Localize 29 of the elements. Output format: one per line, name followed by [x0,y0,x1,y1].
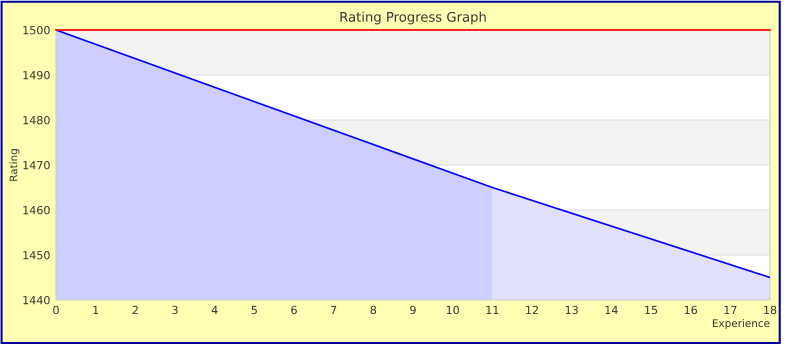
y-axis-title: Rating [9,149,20,181]
x-tick-label: 0 [53,306,59,314]
x-tick-label: 4 [212,306,218,314]
x-tick-label: 17 [724,306,736,314]
x-tick-label: 12 [526,306,538,314]
y-tick-label: 1440 [23,296,50,304]
x-tick-label: 11 [486,306,498,314]
y-tick-label: 1470 [23,160,50,170]
x-axis-title: Experience [712,319,770,330]
x-tick-label: 18 [764,306,776,314]
x-tick-label: 3 [172,306,178,314]
x-tick-label: 5 [252,306,257,314]
y-tick-label: 1460 [23,206,50,214]
x-tick-label: 8 [370,306,376,314]
x-tick-label: 16 [684,306,698,314]
y-tick-label: 1490 [23,70,50,80]
y-tick-label: 1450 [23,250,50,260]
x-tick-label: 2 [132,306,138,314]
x-tick-label: 10 [446,306,459,314]
y-tick-label: 1480 [23,116,50,124]
x-tick-label: 15 [645,306,658,314]
chart-title: Rating Progress Graph [340,12,486,24]
x-tick-label: 7 [331,306,336,314]
x-tick-label: 1 [93,306,98,314]
y-tick-label: 1500 [23,26,50,34]
x-tick-label: 9 [410,306,416,314]
x-tick-label: 13 [566,306,578,314]
x-tick-label: 14 [605,306,618,314]
x-tick-label: 6 [291,306,297,314]
